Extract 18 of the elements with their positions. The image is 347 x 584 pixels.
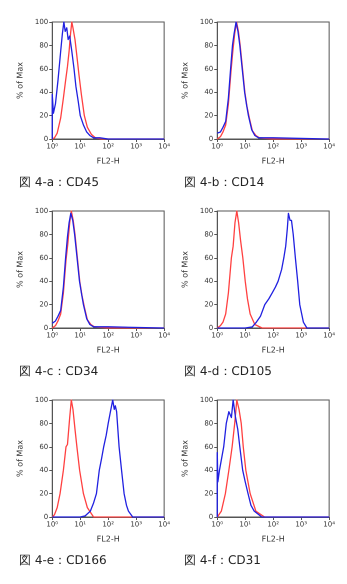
text: 図 4-a：CD45	[19, 175, 100, 189]
x-axis-title: FL2-H	[96, 534, 120, 544]
text: 図 4-e：CD166	[19, 553, 107, 567]
x-axis-title: FL2-H	[262, 534, 285, 544]
text: 図 4-f：CD31	[184, 553, 261, 567]
x-axis-title: FL2-H	[96, 156, 120, 166]
text: 図 4-c：CD34	[19, 364, 98, 378]
y-axis-title: % of Max	[16, 440, 24, 477]
x-axis-title: FL2-H	[262, 156, 285, 166]
x-axis-title: FL2-H	[262, 346, 285, 354]
y-axis-title: % of Max	[180, 440, 190, 477]
y-axis-title: % of Max	[16, 62, 24, 99]
y-axis-title: % of Max	[16, 250, 24, 288]
text: 図 4-b：CD14	[184, 175, 264, 189]
x-axis-title: FL2-H	[96, 346, 120, 354]
y-axis-title: % of Max	[180, 250, 190, 288]
text: 図 4-d：CD105	[184, 364, 272, 378]
y-axis-title: % of Max	[180, 62, 190, 99]
